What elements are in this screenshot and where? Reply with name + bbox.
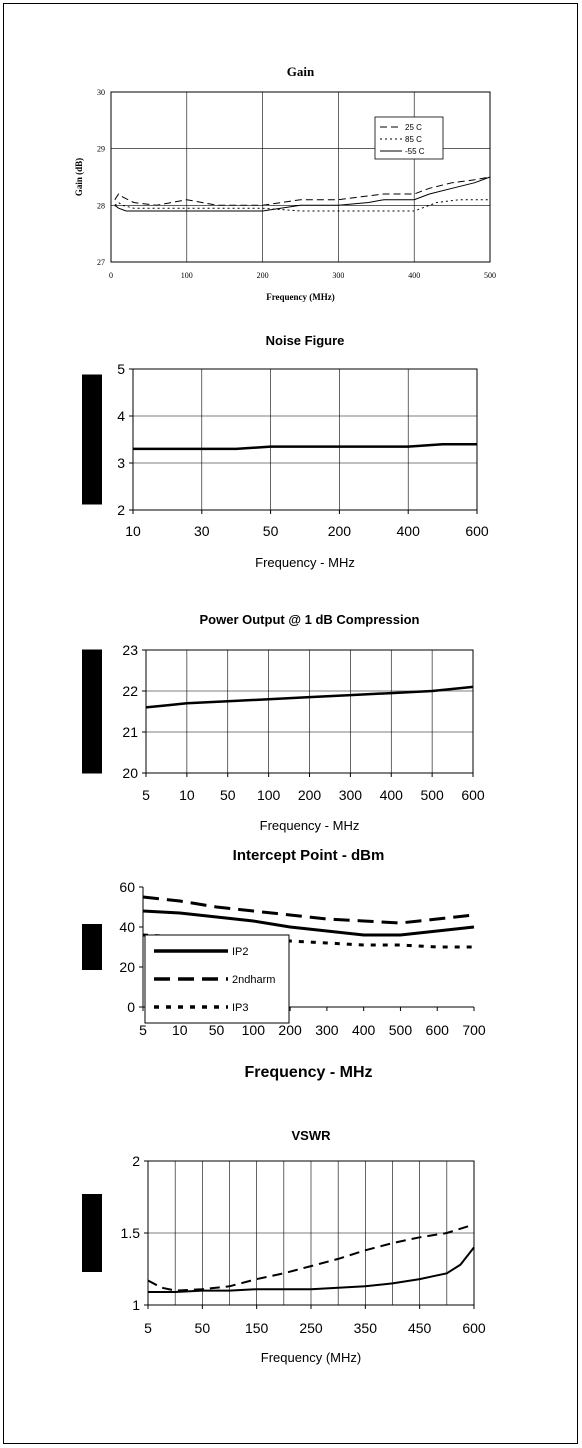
gain-legend-label-1: 85 C (405, 135, 422, 144)
gain-legend: 25 C 85 C -55 C (374, 116, 444, 160)
vswr-x-tick-label: 50 (195, 1320, 211, 1336)
intercept-y-axis-label-block (82, 924, 102, 970)
p1db-y-tick-label: 23 (122, 642, 138, 658)
vswr-y-tick-label: 2 (132, 1153, 140, 1169)
intercept-x-tick-label: 100 (242, 1022, 266, 1038)
gain-y-axis-label: Gain (dB) (74, 158, 84, 196)
intercept-series-0-line (142, 909, 475, 937)
noise-y-axis-label-block (82, 374, 102, 505)
intercept-chart-title: Intercept Point - dBm (233, 847, 385, 864)
vswr-chart-title: VSWR (292, 1128, 332, 1143)
p1db-y-tick-label: 22 (122, 683, 138, 699)
p1db-y-axis-label-block (82, 649, 102, 774)
intercept-y-tick-label: 40 (119, 919, 135, 935)
intercept-x-tick-label: 400 (352, 1022, 376, 1038)
vswr-y-tick-label: 1 (132, 1297, 140, 1313)
gain-y-tick-label: 27 (97, 258, 105, 267)
intercept-legend-label-0: IP2 (232, 946, 249, 958)
gain-series-1-line (114, 199, 490, 212)
gain-legend-label-2: -55 C (405, 147, 425, 156)
noise-x-tick-label: 50 (263, 523, 279, 539)
vswr-x-tick-label: 150 (245, 1320, 269, 1336)
vswr-x-tick-label: 250 (299, 1320, 323, 1336)
gain-series-2-line (114, 176, 491, 212)
noise-x-tick-label: 600 (465, 523, 489, 539)
vswr-y-tick-label: 1.5 (121, 1225, 141, 1241)
intercept-x-tick-label: 700 (462, 1022, 486, 1038)
datasheet-frame (3, 3, 578, 1444)
vswr-x-tick-label: 5 (144, 1320, 152, 1336)
p1db-x-tick-label: 400 (380, 787, 404, 803)
gain-legend-label-0: 25 C (405, 123, 422, 132)
p1db-x-tick-label: 5 (142, 787, 150, 803)
noise-x-tick-label: 10 (125, 523, 141, 539)
gain-x-tick-label: 0 (109, 271, 113, 280)
vswr-y-axis-label-block (82, 1194, 102, 1272)
vswr-series-0-line (147, 1223, 475, 1292)
intercept-series-2-line (142, 933, 474, 949)
intercept-y-tick-label: 0 (127, 999, 135, 1015)
gain-y-tick-label: 28 (97, 201, 105, 210)
gain-y-tick-label: 29 (97, 145, 105, 154)
intercept-chart: Intercept Point - dBm 0 20 40 60 5 10 50 100 200 3… (82, 847, 486, 1081)
intercept-legend-label-1: 2ndharm (232, 974, 275, 986)
p1db-series-0-line (145, 685, 474, 709)
intercept-x-tick-label: 200 (278, 1022, 302, 1038)
p1db-y-tick-label: 20 (122, 765, 138, 781)
p1db-x-tick-label: 200 (298, 787, 322, 803)
noise-x-axis-label: Frequency - MHz (255, 555, 355, 570)
intercept-x-tick-label: 600 (426, 1022, 450, 1038)
vswr-x-axis-label: Frequency (MHz) (261, 1350, 361, 1365)
gain-y-tick-label: 30 (97, 88, 105, 97)
intercept-x-tick-label: 50 (209, 1022, 225, 1038)
gain-x-axis-label: Frequency (MHz) (266, 292, 335, 302)
noise-chart: Noise Figure 2 3 4 5 10 30 50 200 400 600 Frequency… (82, 333, 489, 570)
p1db-x-tick-label: 300 (339, 787, 363, 803)
vswr-chart: VSWR 1 1.5 2 5 50 150 250 350 450 600 Frequency (MH… (82, 1128, 486, 1365)
gain-chart: Gain 0 100 200 300 400 500 27 28 29 30 Frequency (M… (74, 64, 496, 302)
p1db-chart-title: Power Output @ 1 dB Compression (200, 612, 420, 627)
noise-x-tick-label: 200 (328, 523, 352, 539)
p1db-x-tick-label: 500 (420, 787, 444, 803)
gain-x-tick-label: 400 (408, 271, 420, 280)
intercept-x-tick-label: 5 (139, 1022, 147, 1038)
vswr-x-tick-label: 600 (462, 1320, 486, 1336)
noise-y-tick-label: 2 (117, 502, 125, 518)
gain-chart-title: Gain (287, 64, 315, 79)
noise-y-tick-label: 4 (117, 408, 125, 424)
vswr-x-tick-label: 450 (408, 1320, 432, 1336)
noise-series-0-line (133, 442, 477, 451)
gain-series-0-line (114, 176, 491, 206)
intercept-y-tick-label: 20 (119, 959, 135, 975)
intercept-x-tick-label: 10 (172, 1022, 188, 1038)
intercept-legend: IP2 2ndharm IP3 (144, 934, 290, 1024)
intercept-y-tick-label: 60 (119, 879, 135, 895)
gain-legend-box (374, 116, 444, 160)
p1db-x-tick-label: 50 (220, 787, 236, 803)
gain-x-tick-label: 200 (257, 271, 269, 280)
noise-y-tick-label: 5 (117, 361, 125, 377)
noise-x-tick-label: 400 (397, 523, 421, 539)
intercept-x-axis-label: Frequency - MHz (244, 1064, 372, 1081)
p1db-x-tick-label: 600 (461, 787, 485, 803)
p1db-chart: Power Output @ 1 dB Compression 20 21 22 23 5… (82, 612, 485, 833)
noise-x-tick-label: 30 (194, 523, 210, 539)
p1db-x-tick-label: 10 (179, 787, 195, 803)
intercept-legend-label-2: IP3 (232, 1002, 249, 1014)
p1db-y-tick-label: 21 (122, 724, 138, 740)
gain-x-tick-label: 100 (181, 271, 193, 280)
intercept-series-1-line (142, 895, 475, 925)
vswr-x-tick-label: 350 (354, 1320, 378, 1336)
noise-chart-title: Noise Figure (266, 333, 345, 348)
intercept-x-tick-label: 500 (389, 1022, 413, 1038)
vswr-series-1-line (148, 1246, 475, 1293)
noise-y-tick-label: 3 (117, 455, 125, 471)
p1db-x-axis-label: Frequency - MHz (260, 818, 360, 833)
gain-x-tick-label: 300 (332, 271, 344, 280)
noise-plot-area (132, 368, 478, 511)
gain-x-tick-label: 500 (484, 271, 496, 280)
intercept-x-tick-label: 300 (315, 1022, 339, 1038)
p1db-x-tick-label: 100 (257, 787, 281, 803)
